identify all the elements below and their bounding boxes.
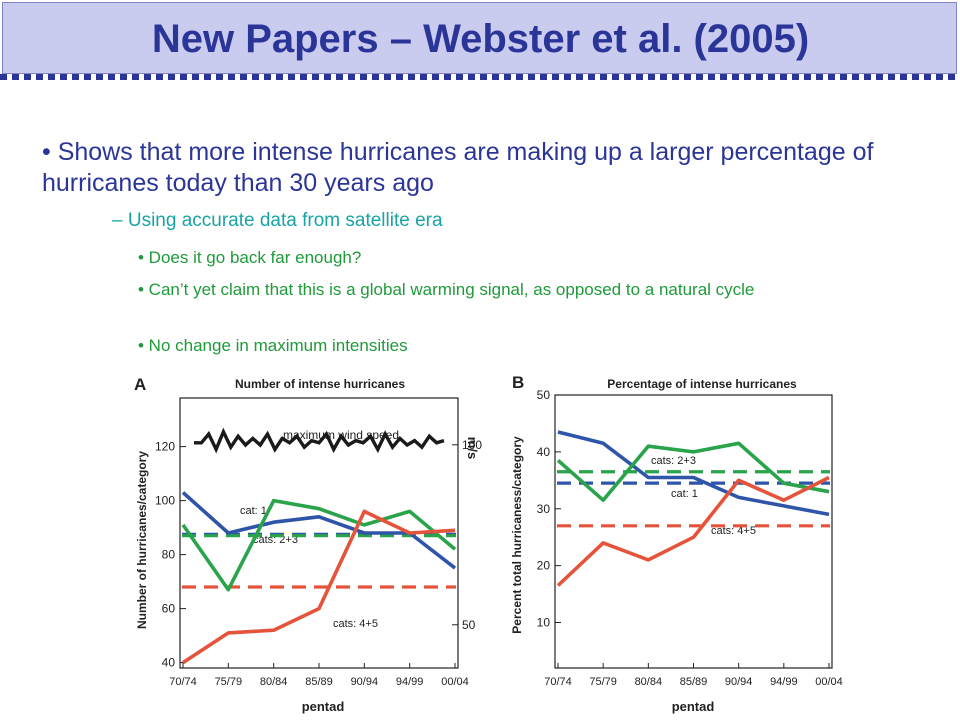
chart-b-y-tick-label: 20 — [537, 559, 551, 573]
chart-a-series-cat1 — [181, 491, 457, 570]
annotation-a-cat23: cats: 2+3 — [253, 534, 298, 546]
sub-sub-bullet-3: • No change in maximum intensities — [138, 336, 408, 355]
chart-a-x-tick-label: 85/89 — [305, 676, 333, 688]
chart-b-title: Percentage of intense hurricanes — [607, 377, 797, 391]
annotation-a-cat45: cats: 4+5 — [333, 618, 378, 630]
chart-a-x-tick-label: 94/99 — [396, 676, 424, 688]
chart-b-xlabel: pentad — [672, 699, 715, 714]
chart-a-y-tick-label: 40 — [162, 656, 176, 670]
chart-a-y-tick-label: 80 — [162, 548, 176, 562]
slide-title: New Papers – Webster et al. (2005) — [151, 17, 810, 61]
chart-b-x-tick-label: 75/79 — [589, 676, 617, 688]
chart-b-y-tick-label: 30 — [537, 502, 551, 516]
chart-b-x-tick-label: 90/94 — [725, 676, 753, 688]
chart-b-x-tick-label: 00/04 — [815, 676, 843, 688]
chart-b-ylabel: Percent total hurricaness/category — [510, 436, 524, 634]
chart-b-x-tick-label: 85/89 — [680, 676, 708, 688]
chart-a-x-tick-label: 70/74 — [169, 676, 197, 688]
chart-a-title: Number of intense hurricanes — [235, 377, 405, 391]
title-banner: New Papers – Webster et al. (2005) — [2, 2, 957, 74]
chart-a-x-tick-label: 00/04 — [441, 676, 469, 688]
chart-b-x-tick-label: 80/84 — [635, 676, 663, 688]
annotation-b-cat23: cats: 2+3 — [651, 455, 696, 467]
dotted-divider — [0, 74, 960, 80]
sub-sub-bullet-2: • Can’t yet claim that this is a global … — [138, 280, 755, 299]
chart-a-series-cat45 — [182, 509, 456, 665]
panel-a-letter: A — [134, 375, 146, 394]
chart-b-x-tick-label: 94/99 — [770, 676, 798, 688]
chart-b-series-cat23 — [556, 441, 830, 503]
chart-a-x-tick-label: 80/84 — [260, 676, 288, 688]
chart-b-plot-frame — [554, 394, 833, 669]
chart-a-y2-tick-label: 100 — [462, 438, 482, 452]
sub-bullet: – Using accurate data from satellite era — [112, 210, 443, 231]
chart-b-y-tick-label: 50 — [537, 388, 551, 402]
chart-a-y-tick-label: 60 — [162, 602, 176, 616]
chart-a-y-tick-label: 120 — [155, 440, 175, 454]
chart-a-series-cat23 — [181, 498, 457, 592]
chart-b-series-cat1 — [557, 430, 830, 517]
chart-a-series-max-wind — [194, 427, 445, 454]
annotation-b-cat1: cat: 1 — [671, 488, 698, 500]
panel-b-letter: B — [512, 373, 524, 392]
sub-sub-bullet-1: • Does it go back far enough? — [138, 248, 362, 267]
chart-b-x-tick-label: 70/74 — [544, 676, 572, 688]
annotation-max-wind: maximum wind speed — [283, 428, 399, 442]
chart-a-x-tick-label: 90/94 — [351, 676, 379, 688]
chart-a-y2label: m/s — [465, 437, 480, 459]
chart-a-y-tick-label: 100 — [155, 494, 175, 508]
chart-a-y2-tick-label: 50 — [462, 618, 476, 632]
chart-a-xlabel: pentad — [302, 699, 345, 714]
main-bullet: • Shows that more intense hurricanes are… — [42, 138, 874, 197]
chart-a-plot-frame — [179, 397, 459, 669]
chart-a-x-tick-label: 75/79 — [215, 676, 243, 688]
chart-b-y-tick-label: 10 — [537, 616, 551, 630]
annotation-a-cat1: cat: 1 — [240, 505, 267, 517]
chart-a-ylabel: Number of hurricanes/category — [135, 451, 149, 629]
annotation-b-cat45: cats: 4+5 — [711, 525, 756, 537]
chart-b-series-cat45 — [556, 475, 830, 587]
chart-b-y-tick-label: 40 — [537, 445, 551, 459]
